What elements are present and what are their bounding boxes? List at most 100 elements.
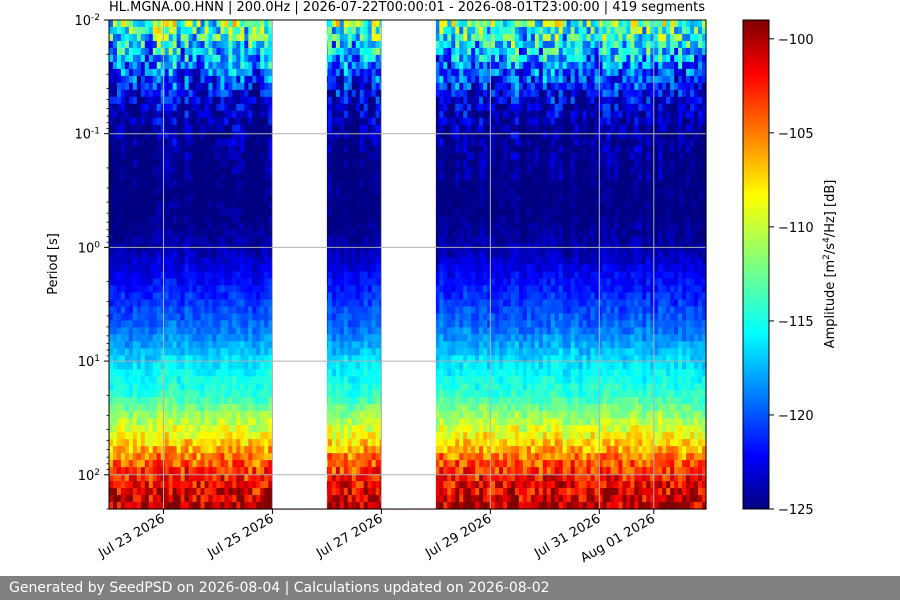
heatmap-cell: [212, 131, 218, 140]
heatmap-cell: [164, 201, 170, 210]
heatmap-cell: [168, 33, 174, 42]
heatmap-cell: [132, 54, 138, 63]
heatmap-cell: [208, 54, 214, 63]
heatmap-cell: [351, 264, 357, 273]
heatmap-cell: [327, 131, 333, 140]
heatmap-cell: [375, 110, 381, 119]
heatmap-cell: [256, 369, 261, 377]
heatmap-cell: [228, 33, 233, 42]
heatmap-cell: [355, 495, 361, 503]
heatmap-cell: [256, 124, 261, 133]
heatmap-cell: [240, 54, 245, 63]
heatmap-cell: [112, 502, 118, 510]
heatmap-cell: [216, 257, 222, 266]
heatmap-cell: [180, 369, 186, 377]
heatmap-cell: [140, 180, 146, 189]
heatmap-cell: [359, 82, 365, 91]
heatmap-cell: [244, 271, 249, 280]
heatmap-cell: [248, 75, 253, 84]
heatmap-cell: [188, 61, 194, 70]
heatmap-cell: [256, 166, 261, 175]
heatmap-cell: [144, 411, 150, 419]
heatmap-cell: [116, 152, 122, 161]
heatmap-cell: [331, 320, 337, 328]
heatmap-cell: [188, 82, 194, 91]
heatmap-cell: [140, 208, 146, 217]
heatmap-cell: [228, 159, 233, 168]
heatmap-cell: [371, 481, 377, 489]
heatmap-cell: [240, 89, 245, 98]
heatmap-cell: [260, 446, 265, 454]
heatmap-cell: [244, 425, 249, 433]
heatmap-cell: [140, 82, 146, 91]
heatmap-cell: [371, 20, 377, 28]
heatmap-cell: [152, 229, 158, 238]
heatmap-cell: [256, 362, 261, 370]
heatmap-cell: [375, 236, 381, 245]
heatmap-cell: [136, 89, 142, 98]
heatmap-cell: [347, 145, 353, 154]
heatmap-cell: [351, 82, 357, 91]
heatmap-cell: [168, 187, 174, 196]
heatmap-cell: [331, 229, 337, 238]
heatmap-cell: [176, 369, 182, 377]
heatmap-cell: [256, 145, 261, 154]
heatmap-cell: [371, 68, 377, 77]
heatmap-cell: [331, 131, 337, 140]
heatmap-cell: [148, 341, 154, 349]
heatmap-cell: [109, 236, 114, 245]
heatmap-cell: [164, 446, 170, 454]
heatmap-cell: [236, 26, 241, 35]
heatmap-cell: [359, 285, 365, 294]
heatmap-cell: [188, 103, 194, 112]
heatmap-cell: [339, 159, 345, 168]
heatmap-cell: [367, 481, 373, 489]
heatmap-cell: [327, 299, 333, 308]
heatmap-cell: [228, 488, 233, 496]
heatmap-cell: [335, 404, 341, 412]
heatmap-cell: [188, 432, 194, 440]
heatmap-cell: [124, 460, 130, 468]
heatmap-cell: [184, 390, 190, 398]
heatmap-cell: [260, 348, 265, 356]
heatmap-cell: [204, 166, 210, 175]
heatmap-cell: [192, 390, 198, 398]
heatmap-cell: [232, 432, 237, 440]
heatmap-cell: [124, 61, 130, 70]
heatmap-cell: [116, 236, 122, 245]
heatmap-cell: [132, 152, 138, 161]
heatmap-cell: [240, 453, 245, 461]
heatmap-cell: [144, 103, 150, 112]
heatmap-cell: [240, 495, 245, 503]
heatmap-cell: [188, 236, 194, 245]
heatmap-cell: [109, 376, 114, 384]
heatmap-cell: [256, 327, 261, 335]
heatmap-cell: [252, 257, 257, 266]
heatmap-cell: [116, 33, 122, 42]
heatmap-cell: [132, 327, 138, 335]
heatmap-cell: [331, 96, 337, 105]
heatmap-cell: [172, 474, 178, 482]
heatmap-cell: [112, 306, 118, 314]
heatmap-cell: [212, 327, 218, 335]
heatmap-cell: [343, 61, 349, 70]
heatmap-cell: [116, 194, 122, 203]
heatmap-cell: [339, 404, 345, 412]
heatmap-cell: [343, 481, 349, 489]
heatmap-cell: [331, 474, 337, 482]
heatmap-cell: [236, 306, 241, 314]
heatmap-cell: [339, 75, 345, 84]
heatmap-cell: [335, 495, 341, 503]
heatmap-cell: [216, 180, 222, 189]
heatmap-cell: [268, 446, 273, 454]
heatmap-cell: [252, 236, 257, 245]
heatmap-cell: [248, 313, 253, 321]
heatmap-cell: [240, 20, 245, 28]
heatmap-cell: [240, 292, 245, 301]
heatmap-cell: [327, 124, 333, 133]
heatmap-cell: [184, 299, 190, 308]
heatmap-cell: [343, 467, 349, 475]
heatmap-cell: [232, 138, 237, 147]
heatmap-cell: [112, 397, 118, 405]
heatmap-cell: [200, 453, 206, 461]
